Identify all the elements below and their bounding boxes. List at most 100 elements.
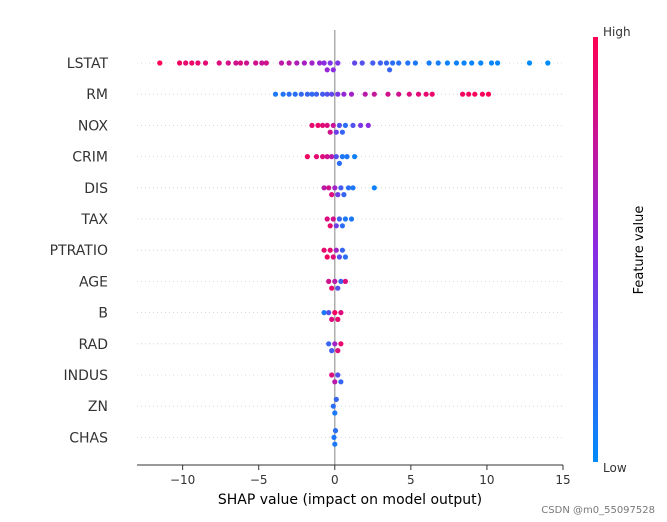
shap-dot-lstat [309,60,315,66]
feature-label-rad: RAD [78,337,108,353]
shap-dot-crim [344,154,350,160]
shap-dot-ptratio [333,247,339,253]
shap-dot-lstat [377,60,383,66]
colorbar: High Low Feature value [593,25,647,475]
shap-dot-lstat [478,60,484,66]
shap-dot-ptratio [324,254,330,260]
colorbar-gradient [593,37,598,462]
shap-dot-rm [406,91,412,97]
shap-dot-nox [309,122,315,128]
shap-dot-rm [396,91,402,97]
shap-dot-rm [298,91,304,97]
shap-dot-lstat [189,60,195,66]
shap-dot-lstat [253,60,259,66]
shap-dot-nox [327,129,333,135]
watermark: CSDN @m0_55097528 [541,505,655,516]
shap-dot-rad [332,341,338,347]
shap-dot-dis [341,192,347,198]
shap-dot-ptratio [336,254,342,260]
shap-dot-lstat [259,60,265,66]
shap-dot-rm [429,91,435,97]
shap-dot-age [332,278,338,284]
shap-dot-lstat [444,60,450,66]
shap-dot-indus [332,379,338,385]
shap-dot-rm [362,91,368,97]
shap-dot-dis [335,192,341,198]
shap-dot-rm [292,91,298,97]
shap-dot-b [338,310,344,316]
shap-dot-tax [339,223,345,229]
shap-dot-lstat [426,60,432,66]
shap-dot-rm [320,91,326,97]
shap-dot-lstat [177,60,183,66]
shap-dot-rm [272,91,279,97]
shap-dot-nox [324,122,330,128]
shap-dot-rm [460,91,466,97]
shap-dot-lstat [412,60,418,66]
shap-dot-dis [321,185,327,191]
shap-dot-rm [385,91,391,97]
shap-dot-lstat [526,60,533,66]
shap-dot-rm [309,91,315,97]
shap-dot-lstat [405,60,411,66]
shap-dot-tax [327,223,333,229]
feature-label-rm: RM [86,87,108,103]
shap-dot-rad [329,348,335,354]
shap-dot-nox [333,129,339,135]
shap-dot-lstat [216,60,222,66]
shap-dot-nox [339,129,345,135]
shap-dot-ptratio [342,254,348,260]
shap-dot-zn [330,403,336,409]
shap-dot-lstat [183,60,189,66]
feature-labels: LSTAT RM NOX CRIM DIS TAX PTRATIO AGE B RAD INDUS Z… [50,56,109,446]
shap-dot-nox [342,122,348,128]
shap-dot-lstat [195,60,201,66]
shap-dot-lstat [294,60,300,66]
shap-dot-dis [338,185,344,191]
shap-dot-chas [332,441,338,447]
feature-label-zn: ZN [88,399,108,415]
shap-dot-tax [330,216,336,222]
shap-dot-rm [348,91,355,97]
shap-dot-nox [320,122,326,128]
shap-dot-rm [329,91,335,97]
shap-dot-lstat [202,60,209,66]
shap-dot-crim [324,154,330,160]
shap-dots [157,60,551,447]
shap-dot-age [338,278,344,284]
shap-dot-lstat [263,60,269,66]
shap-dot-rad [338,341,344,347]
shap-dot-b [335,316,341,322]
shap-dot-lstat [495,60,501,66]
shap-dot-rm [415,91,422,97]
shap-dot-lstat [237,60,244,66]
shap-dot-lstat [243,60,250,66]
colorbar-title: Feature value [632,206,647,295]
shap-dot-dis [329,192,335,198]
feature-label-nox: NOX [78,118,109,134]
shap-dot-lstat [396,60,402,66]
shap-dot-crim [336,160,342,166]
colorbar-low-label: Low [603,461,627,475]
shap-dot-lstat [286,60,292,66]
shap-dot-lstat [321,60,327,66]
feature-label-tax: TAX [80,212,108,228]
shap-dot-age [326,278,332,284]
shap-dot-dis [371,185,377,191]
shap-dot-rm [324,91,330,97]
x-tick-label: −5 [250,473,268,487]
shap-dot-b [332,310,338,316]
shap-dot-tax [333,223,339,229]
shap-dot-dis [345,185,352,191]
shap-dot-chas [331,434,337,440]
shap-dot-rm [286,91,292,97]
shap-dot-crim [313,154,320,160]
shap-dot-indus [338,379,344,385]
shap-dot-crim [304,154,310,160]
feature-label-lstat: LSTAT [67,56,109,72]
shap-dot-chas [332,428,339,434]
x-tick-label: 0 [331,473,339,487]
shap-dot-rm [466,91,472,97]
shap-dot-lstat [335,60,341,66]
row-gridlines [137,62,563,438]
